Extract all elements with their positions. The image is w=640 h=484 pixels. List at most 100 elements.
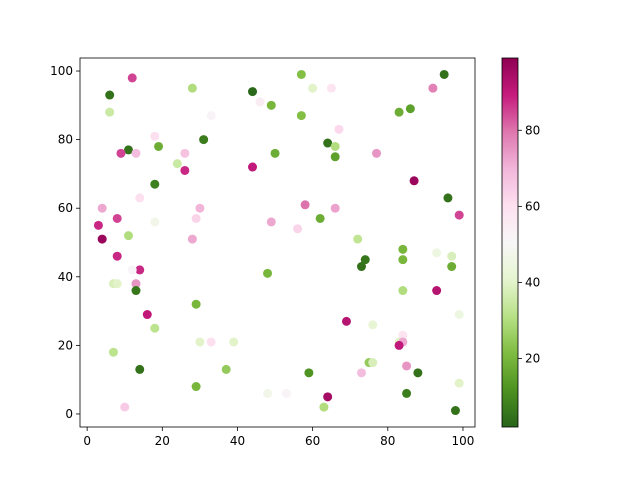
point	[195, 203, 205, 213]
y-tick-label: 80	[58, 133, 73, 147]
point	[356, 368, 366, 378]
point	[123, 231, 133, 241]
point	[281, 388, 291, 398]
point	[127, 265, 137, 275]
point	[402, 361, 412, 371]
point	[120, 402, 130, 412]
point	[150, 179, 160, 189]
point	[191, 213, 201, 223]
y-tick-label: 60	[58, 201, 73, 215]
point	[248, 162, 258, 172]
point	[135, 193, 145, 203]
colorbar-tick-label: 80	[525, 123, 540, 137]
point	[97, 203, 107, 213]
point	[353, 234, 363, 244]
point	[187, 234, 197, 244]
point	[409, 176, 419, 186]
point	[180, 148, 190, 158]
point	[443, 193, 453, 203]
point	[131, 286, 141, 296]
point	[150, 217, 160, 227]
point	[432, 286, 442, 296]
point	[229, 337, 239, 347]
point	[405, 104, 415, 114]
point	[255, 97, 265, 107]
point	[398, 330, 408, 340]
point	[447, 262, 457, 272]
x-tick-label: 80	[380, 434, 395, 448]
point	[300, 200, 310, 210]
point	[131, 279, 141, 289]
point	[315, 213, 325, 223]
x-tick-label: 60	[305, 434, 320, 448]
point	[334, 124, 344, 134]
point	[432, 248, 442, 258]
point	[304, 368, 314, 378]
point	[428, 83, 438, 93]
point	[206, 111, 216, 121]
point	[191, 382, 201, 392]
point	[180, 165, 190, 175]
point	[330, 203, 340, 213]
point	[195, 337, 205, 347]
point	[368, 358, 378, 368]
point	[112, 213, 122, 223]
point	[341, 316, 351, 326]
point	[394, 340, 404, 350]
y-tick-label: 20	[58, 338, 73, 352]
point	[131, 148, 141, 158]
point	[323, 138, 333, 148]
point	[360, 255, 370, 265]
point	[150, 131, 160, 141]
point	[263, 268, 273, 278]
point	[450, 406, 460, 416]
point	[105, 107, 115, 117]
point	[116, 148, 126, 158]
point	[447, 251, 457, 261]
point	[108, 347, 118, 357]
y-tick-label: 100	[50, 64, 73, 78]
point	[326, 83, 336, 93]
point	[372, 148, 382, 158]
point	[330, 141, 340, 151]
point	[323, 392, 333, 402]
point	[308, 83, 318, 93]
point	[172, 159, 182, 169]
point	[356, 262, 366, 272]
x-tick-label: 40	[230, 434, 245, 448]
point	[199, 135, 209, 145]
point	[135, 364, 145, 374]
point	[142, 310, 152, 320]
point	[97, 234, 107, 244]
point	[296, 111, 306, 121]
y-tick-label: 0	[65, 407, 73, 421]
point	[127, 73, 137, 83]
point	[413, 368, 423, 378]
point	[105, 90, 115, 100]
point	[270, 148, 280, 158]
point	[112, 251, 122, 261]
point	[266, 217, 276, 227]
point	[135, 265, 145, 275]
point	[439, 69, 449, 79]
point	[394, 107, 404, 117]
colorbar	[501, 57, 519, 428]
point	[398, 244, 408, 254]
point	[293, 224, 303, 234]
point	[398, 286, 408, 296]
x-tick-label: 20	[155, 434, 170, 448]
point	[330, 152, 340, 162]
point	[112, 279, 122, 289]
point	[187, 83, 197, 93]
colorbar-tick-label: 40	[525, 275, 540, 289]
point	[191, 299, 201, 309]
point	[296, 69, 306, 79]
point	[154, 141, 164, 151]
point	[123, 145, 133, 155]
point	[454, 210, 464, 220]
point	[206, 337, 216, 347]
point	[454, 310, 464, 320]
point	[454, 378, 464, 388]
